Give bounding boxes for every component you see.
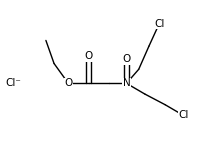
Text: O: O xyxy=(122,54,131,64)
Text: O: O xyxy=(64,78,72,88)
Text: O: O xyxy=(85,51,93,61)
Text: N: N xyxy=(123,78,130,88)
Text: Cl⁻: Cl⁻ xyxy=(5,78,21,88)
Text: Cl: Cl xyxy=(178,111,189,120)
Text: Cl: Cl xyxy=(154,19,164,29)
